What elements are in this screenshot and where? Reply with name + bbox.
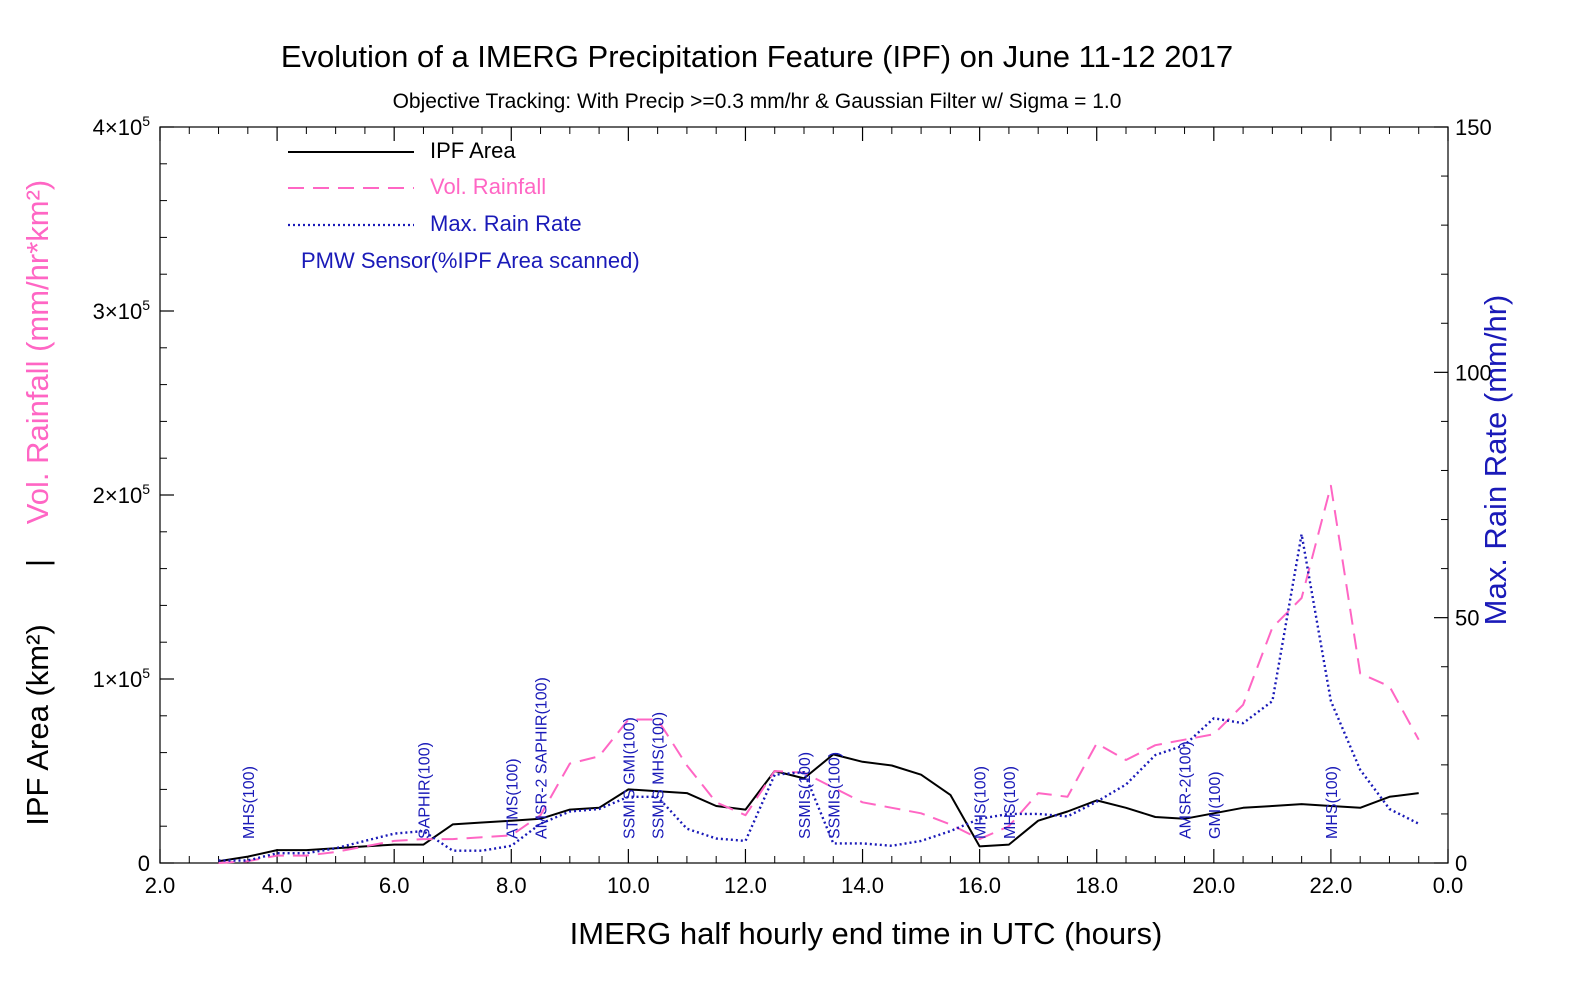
y-right-tick-label: 50 <box>1455 606 1479 631</box>
series-line-vol-rainfall <box>218 484 1420 864</box>
sensor-annotation: AMSR-2(100) <box>1178 741 1195 839</box>
y-left-tick-label: 4×105 <box>93 113 151 140</box>
chart-subtitle: Objective Tracking: With Precip >=0.3 mm… <box>393 90 1122 113</box>
x-tick-label: 14.0 <box>841 873 884 898</box>
series-group <box>218 484 1420 864</box>
sensor-annotation: SAPHIR(100) <box>417 742 434 839</box>
y-left-label-area: IPF Area (km²) <box>20 624 55 826</box>
sensor-annotation: ATMS(100) <box>504 758 521 839</box>
y-right-axis-label: Max. Rain Rate (mm/hr) <box>1478 295 1513 626</box>
x-tick-label: 2.0 <box>145 873 176 898</box>
y-left-tick-label: 3×105 <box>93 297 151 324</box>
series-line-ipf-area <box>218 753 1419 863</box>
x-tick-label: 16.0 <box>958 873 1001 898</box>
x-tick-label: 0.0 <box>1433 873 1464 898</box>
sensor-annotation: MHS(100) <box>241 766 258 839</box>
sensor-annotation: MHS(100) <box>1324 766 1341 839</box>
y-left-label-vol: Vol. Rainfall (mm/hr*km²) <box>20 180 55 525</box>
sensor-annotation: MHS(100) <box>1002 766 1019 839</box>
x-axis-ticks: 2.0 4.0 6.0 8.0 10.0 12.0 14.0 16.0 18.0 20.0 22.0… <box>145 127 1464 898</box>
y-left-tick-label: 2×105 <box>93 481 151 508</box>
sensor-annotations: MHS(100) SAPHIR(100) ATMS(100) AMSR-2 SAPHI… <box>241 677 1341 839</box>
sensor-annotation: GMI(100) <box>1207 771 1224 839</box>
x-tick-label: 20.0 <box>1192 873 1235 898</box>
y-left-axis-ticks: 0 1×105 2×105 3×105 4×105 <box>93 113 174 876</box>
x-axis-label: IMERG half hourly end time in UTC (hours… <box>570 916 1163 951</box>
x-tick-label: 12.0 <box>724 873 767 898</box>
y-right-tick-label: 0 <box>1455 851 1467 876</box>
chart-title: Evolution of a IMERG Precipitation Featu… <box>281 39 1233 74</box>
sensor-annotation: SSMIS(100) <box>826 752 843 839</box>
sensor-annotation: SSMIS MHS(100) <box>651 712 668 839</box>
x-tick-label: 22.0 <box>1309 873 1352 898</box>
y-left-label-marker: | <box>20 559 55 567</box>
y-right-tick-label: 150 <box>1455 115 1492 140</box>
y-left-axis-label-group: IPF Area (km²) | Vol. Rainfall (mm/hr*km… <box>20 180 55 826</box>
legend-label-ipf-area: IPF Area <box>430 138 516 163</box>
x-tick-label: 8.0 <box>496 873 527 898</box>
y-left-tick-label: 1×105 <box>93 665 151 692</box>
x-tick-label: 6.0 <box>379 873 410 898</box>
legend-label-vol-rainfall: Vol. Rainfall <box>430 174 546 199</box>
y-right-axis-ticks: 0 50 100 150 <box>1434 115 1492 876</box>
sensor-annotation: AMSR-2 SAPHIR(100) <box>534 677 551 839</box>
x-tick-label: 4.0 <box>262 873 293 898</box>
x-tick-label: 10.0 <box>607 873 650 898</box>
sensor-annotation: SSMIS(100) <box>797 752 814 839</box>
x-tick-label: 18.0 <box>1075 873 1118 898</box>
sensor-annotation: MHS(100) <box>973 766 990 839</box>
series-line-max-rain-rate <box>218 533 1420 862</box>
legend-label-max-rain-rate: Max. Rain Rate <box>430 211 582 236</box>
legend: IPF Area Vol. Rainfall Max. Rain Rate PM… <box>288 138 640 273</box>
sensor-annotation: SSMIS GMI(100) <box>621 717 638 839</box>
y-left-tick-label: 0 <box>138 851 150 876</box>
legend-sensor-header: PMW Sensor(%IPF Area scanned) <box>301 248 640 273</box>
y-right-tick-label: 100 <box>1455 360 1492 385</box>
